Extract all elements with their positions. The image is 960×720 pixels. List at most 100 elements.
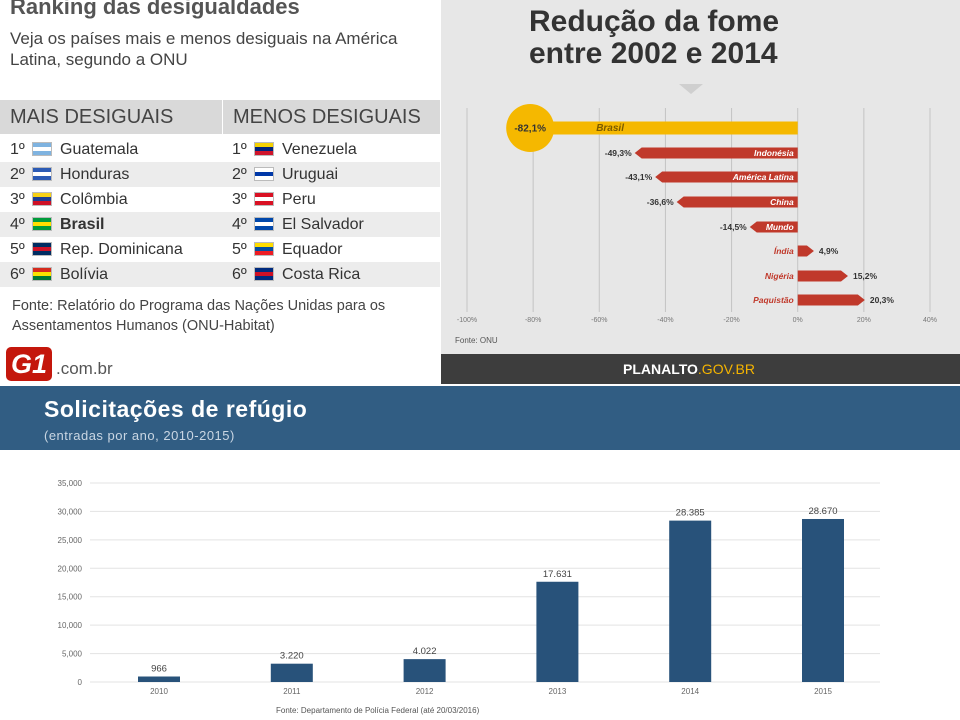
country-name: Uruguai	[282, 166, 339, 183]
country-name: Brasil	[60, 216, 105, 233]
rank-position: 6º	[10, 266, 25, 283]
most-unequal-header: MAIS DESIGUAIS	[0, 100, 222, 134]
category-label: Índia	[774, 246, 794, 256]
category-label: Brasil	[596, 123, 624, 134]
country-name: Guatemala	[60, 141, 139, 158]
x-tick-label: 0%	[793, 317, 803, 324]
most-unequal-rank-row: 3º Colômbia	[0, 187, 222, 212]
least-unequal-rank-row: 6º Costa Rica	[222, 262, 440, 287]
y-tick-label: 35,000	[58, 479, 83, 488]
refugee-chart-subtitle: (entradas por ano, 2010-2015)	[44, 428, 235, 443]
bar-mundo	[749, 221, 798, 233]
country-name: El Salvador	[282, 216, 364, 233]
planalto-logo-text[interactable]: PLANALTO.GOV.BR	[623, 361, 755, 377]
x-tick-label: -80%	[525, 317, 541, 324]
planalto-footer: PLANALTO.GOV.BR	[441, 354, 960, 384]
category-label: Indonésia	[754, 148, 794, 158]
category-label: Mundo	[766, 222, 794, 232]
rank-position: 1º	[10, 141, 25, 158]
country-name: Rep. Dominicana	[60, 241, 183, 258]
value-label: 20,3%	[870, 295, 895, 305]
x-tick-label: 2013	[549, 687, 567, 696]
bar-2013	[536, 581, 579, 682]
value-label: -82,1%	[514, 124, 546, 135]
least-unequal-rank-row: 4º El Salvador	[222, 212, 440, 237]
country-name: Bolívia	[60, 266, 109, 283]
x-tick-label: 2015	[814, 687, 832, 696]
bar-américa-latina	[655, 171, 798, 183]
bar-2012	[403, 659, 446, 682]
bar-indonésia	[634, 147, 798, 159]
bar-nigéria	[797, 270, 848, 282]
rank-position: 5º	[232, 241, 247, 258]
flag-icon	[254, 142, 274, 156]
refugee-header: Solicitações de refúgio (entradas por an…	[0, 386, 960, 450]
most-unequal-rank-row: 4º Brasil	[0, 212, 222, 237]
x-tick-label: -20%	[723, 317, 739, 324]
most-unequal-rank-row: 2º Honduras	[0, 162, 222, 187]
least-unequal-header: MENOS DESIGUAIS	[222, 100, 440, 134]
rank-position: 4º	[232, 216, 247, 233]
x-tick-label: -40%	[657, 317, 673, 324]
value-label: 28.670	[808, 506, 837, 517]
flag-icon	[32, 167, 52, 181]
category-label: Nigéria	[765, 271, 794, 281]
country-name: Colômbia	[60, 191, 128, 208]
country-name: Peru	[282, 191, 316, 208]
x-tick-label: 40%	[923, 317, 937, 324]
rank-position: 2º	[232, 166, 247, 183]
planalto-accent: .GOV.BR	[697, 361, 755, 377]
ranking-title: Ranking das desigualdades	[10, 0, 300, 19]
flag-icon	[32, 142, 52, 156]
bar-2011	[270, 663, 313, 682]
flag-icon	[32, 267, 52, 281]
ranking-subtitle: Veja os países mais e menos desiguais na…	[10, 29, 398, 69]
flag-icon	[254, 167, 274, 181]
rank-position: 5º	[10, 241, 25, 258]
most-unequal-rank-row: 5º Rep. Dominicana	[0, 237, 222, 262]
x-tick-label: 2010	[150, 687, 168, 696]
refugee-chart-area: 0 5,000 10,000 15,000 20,000 25,000 30,000 35,0…	[0, 450, 960, 720]
y-tick-label: 0	[78, 678, 83, 687]
value-label: 17.631	[543, 569, 572, 580]
rank-position: 2º	[10, 166, 25, 183]
x-tick-label: 20%	[857, 317, 871, 324]
hunger-chart-title: Redução da fome entre 2002 e 2014	[529, 6, 809, 70]
hunger-bar-chart: -100% -80% -60% -40% -20% 0% 20% 40% Brasil -82,1…	[457, 104, 937, 324]
rank-position: 6º	[232, 266, 247, 283]
y-tick-label: 25,000	[58, 536, 83, 545]
bar-2010	[138, 676, 180, 682]
x-tick-label: -60%	[591, 317, 607, 324]
refugee-bar-chart: 0 5,000 10,000 15,000 20,000 25,000 30,000 35,0…	[58, 479, 880, 696]
g1-logo-mark: G1	[6, 347, 52, 381]
category-label: América Latina	[732, 172, 794, 182]
x-tick-label: 2014	[681, 687, 699, 696]
x-tick-label: 2011	[283, 687, 301, 696]
bar-2015	[802, 518, 844, 682]
rank-position: 1º	[232, 141, 247, 158]
bar-china	[676, 196, 798, 208]
flag-icon	[254, 192, 274, 206]
flag-icon	[254, 267, 274, 281]
bar-índia	[797, 245, 814, 257]
country-name: Honduras	[60, 166, 130, 183]
y-tick-label: 10,000	[58, 621, 83, 630]
title-pointer	[679, 84, 703, 94]
value-label: 4,9%	[819, 246, 839, 256]
value-label: 28.385	[676, 508, 705, 519]
rank-position: 3º	[10, 191, 25, 208]
least-unequal-rank-row: 5º Equador	[222, 237, 440, 262]
refugee-chart-title: Solicitações de refúgio	[44, 396, 308, 422]
planalto-main: PLANALTO	[623, 361, 698, 377]
refugee-source: Fonte: Departamento de Polícia Federal (…	[276, 706, 480, 715]
highlight-circle	[506, 104, 555, 152]
y-tick-label: 30,000	[58, 507, 83, 516]
rank-position: 4º	[10, 216, 25, 233]
most-unequal-rank-row: 1º Guatemala	[0, 137, 222, 162]
country-name: Venezuela	[282, 141, 357, 158]
y-tick-label: 20,000	[58, 564, 83, 573]
hunger-title-text: Redução da fome entre 2002 e 2014	[529, 5, 780, 70]
value-label: 4.022	[413, 646, 437, 657]
most-unequal-rank-row: 6º Bolívia	[0, 262, 222, 287]
ranking-source: Fonte: Relatório do Programa das Nações …	[12, 298, 386, 334]
